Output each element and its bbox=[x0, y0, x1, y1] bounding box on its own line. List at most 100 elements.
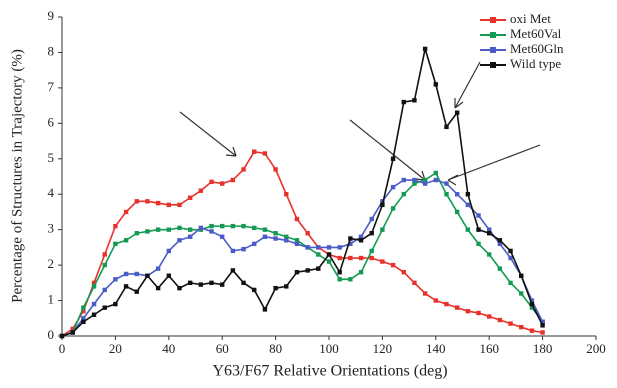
point bbox=[295, 217, 299, 221]
point bbox=[498, 318, 502, 322]
point bbox=[359, 238, 363, 242]
point bbox=[92, 284, 96, 288]
point bbox=[145, 229, 149, 233]
y-tick-label: 8 bbox=[48, 43, 55, 58]
point bbox=[444, 192, 448, 196]
y-tick-label: 4 bbox=[48, 185, 55, 200]
point bbox=[391, 185, 395, 189]
x-tick-label: 100 bbox=[319, 341, 339, 356]
point bbox=[348, 277, 352, 281]
point bbox=[466, 227, 470, 231]
point bbox=[305, 245, 309, 249]
point bbox=[476, 227, 480, 231]
x-tick-label: 120 bbox=[373, 341, 393, 356]
legend-label: oxi Met bbox=[510, 11, 551, 26]
point bbox=[487, 252, 491, 256]
point bbox=[391, 206, 395, 210]
point bbox=[359, 270, 363, 274]
point bbox=[113, 302, 117, 306]
point bbox=[487, 314, 491, 318]
y-tick-label: 6 bbox=[48, 114, 55, 129]
point bbox=[508, 321, 512, 325]
legend-marker bbox=[490, 62, 496, 68]
point bbox=[199, 188, 203, 192]
point bbox=[434, 178, 438, 182]
point bbox=[167, 274, 171, 278]
point bbox=[103, 288, 107, 292]
point bbox=[498, 266, 502, 270]
point bbox=[423, 291, 427, 295]
point bbox=[530, 328, 534, 332]
point bbox=[370, 231, 374, 235]
point bbox=[220, 235, 224, 239]
point bbox=[113, 224, 117, 228]
point bbox=[167, 249, 171, 253]
point bbox=[508, 281, 512, 285]
y-tick-label: 3 bbox=[48, 221, 55, 236]
point bbox=[402, 192, 406, 196]
point bbox=[412, 178, 416, 182]
point bbox=[188, 281, 192, 285]
point bbox=[284, 284, 288, 288]
point bbox=[209, 229, 213, 233]
point bbox=[103, 263, 107, 267]
point bbox=[380, 259, 384, 263]
point bbox=[241, 224, 245, 228]
point bbox=[273, 286, 277, 290]
point bbox=[391, 157, 395, 161]
point bbox=[370, 256, 374, 260]
point bbox=[220, 224, 224, 228]
point bbox=[231, 224, 235, 228]
point bbox=[124, 284, 128, 288]
point bbox=[177, 203, 181, 207]
point bbox=[231, 178, 235, 182]
annotation-arrows bbox=[180, 62, 540, 185]
point bbox=[530, 302, 534, 306]
point bbox=[273, 236, 277, 240]
point bbox=[305, 268, 309, 272]
point bbox=[316, 266, 320, 270]
x-axis-label: Y63/F67 Relative Orientations (deg) bbox=[212, 363, 447, 380]
point bbox=[466, 203, 470, 207]
point bbox=[209, 180, 213, 184]
point bbox=[455, 192, 459, 196]
point bbox=[402, 178, 406, 182]
y-tick-label: 7 bbox=[48, 79, 55, 94]
point bbox=[220, 181, 224, 185]
point bbox=[476, 213, 480, 217]
point bbox=[145, 274, 149, 278]
point bbox=[412, 98, 416, 102]
point bbox=[135, 199, 139, 203]
point bbox=[370, 217, 374, 221]
y-tick-label: 0 bbox=[48, 327, 55, 342]
x-tick-label: 60 bbox=[216, 341, 229, 356]
point bbox=[337, 277, 341, 281]
point bbox=[156, 201, 160, 205]
point bbox=[156, 227, 160, 231]
point bbox=[402, 270, 406, 274]
point bbox=[444, 302, 448, 306]
point bbox=[199, 282, 203, 286]
point bbox=[177, 226, 181, 230]
point bbox=[466, 192, 470, 196]
point bbox=[231, 249, 235, 253]
x-tick-label: 20 bbox=[109, 341, 122, 356]
point bbox=[295, 242, 299, 246]
point bbox=[455, 111, 459, 115]
point bbox=[423, 47, 427, 51]
point bbox=[252, 226, 256, 230]
legend-label: Met60Gln bbox=[510, 41, 564, 56]
point bbox=[327, 245, 331, 249]
point bbox=[241, 167, 245, 171]
point bbox=[305, 231, 309, 235]
point bbox=[156, 266, 160, 270]
series-line bbox=[62, 49, 543, 336]
point bbox=[508, 249, 512, 253]
x-tick-label: 40 bbox=[162, 341, 175, 356]
point bbox=[103, 252, 107, 256]
x-tick-label: 180 bbox=[533, 341, 553, 356]
point bbox=[209, 281, 213, 285]
y-tick-label: 1 bbox=[48, 292, 55, 307]
point bbox=[476, 311, 480, 315]
x-tick-label: 160 bbox=[479, 341, 499, 356]
